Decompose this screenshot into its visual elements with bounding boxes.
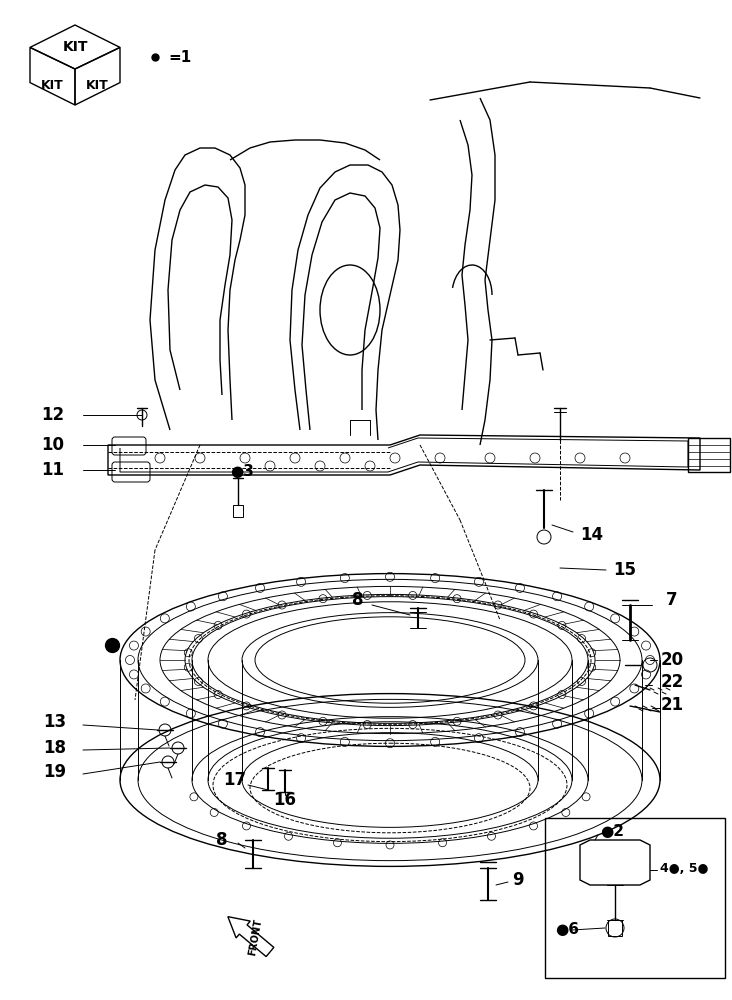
Text: 8: 8 [352, 591, 364, 609]
Text: ●6: ●6 [555, 922, 579, 938]
Text: 9: 9 [512, 871, 524, 889]
Text: 16: 16 [274, 791, 296, 809]
Text: 21: 21 [660, 696, 684, 714]
Text: 4●, 5●: 4●, 5● [660, 861, 709, 874]
Text: 18: 18 [43, 739, 67, 757]
Text: =1: =1 [168, 49, 191, 64]
Text: 19: 19 [43, 763, 67, 781]
Text: 11: 11 [42, 461, 64, 479]
Text: 20: 20 [660, 651, 684, 669]
Text: 13: 13 [43, 713, 67, 731]
Bar [545, 818, 725, 978]
Bar [233, 505, 243, 517]
Text: ●3: ●3 [230, 464, 254, 480]
Bar [608, 920, 622, 936]
Text: 14: 14 [580, 526, 604, 544]
Text: 12: 12 [42, 406, 64, 424]
Text: KIT: KIT [62, 40, 88, 54]
Text: FRONT: FRONT [247, 918, 264, 956]
Text: 7: 7 [666, 591, 678, 609]
Text: 15: 15 [613, 561, 637, 579]
Text: KIT: KIT [86, 79, 109, 92]
Text: 8: 8 [216, 831, 228, 849]
Text: KIT: KIT [41, 79, 64, 92]
Text: 22: 22 [660, 673, 684, 691]
Text: 17: 17 [223, 771, 247, 789]
Text: ●2: ●2 [600, 824, 624, 840]
Text: 10: 10 [42, 436, 64, 454]
